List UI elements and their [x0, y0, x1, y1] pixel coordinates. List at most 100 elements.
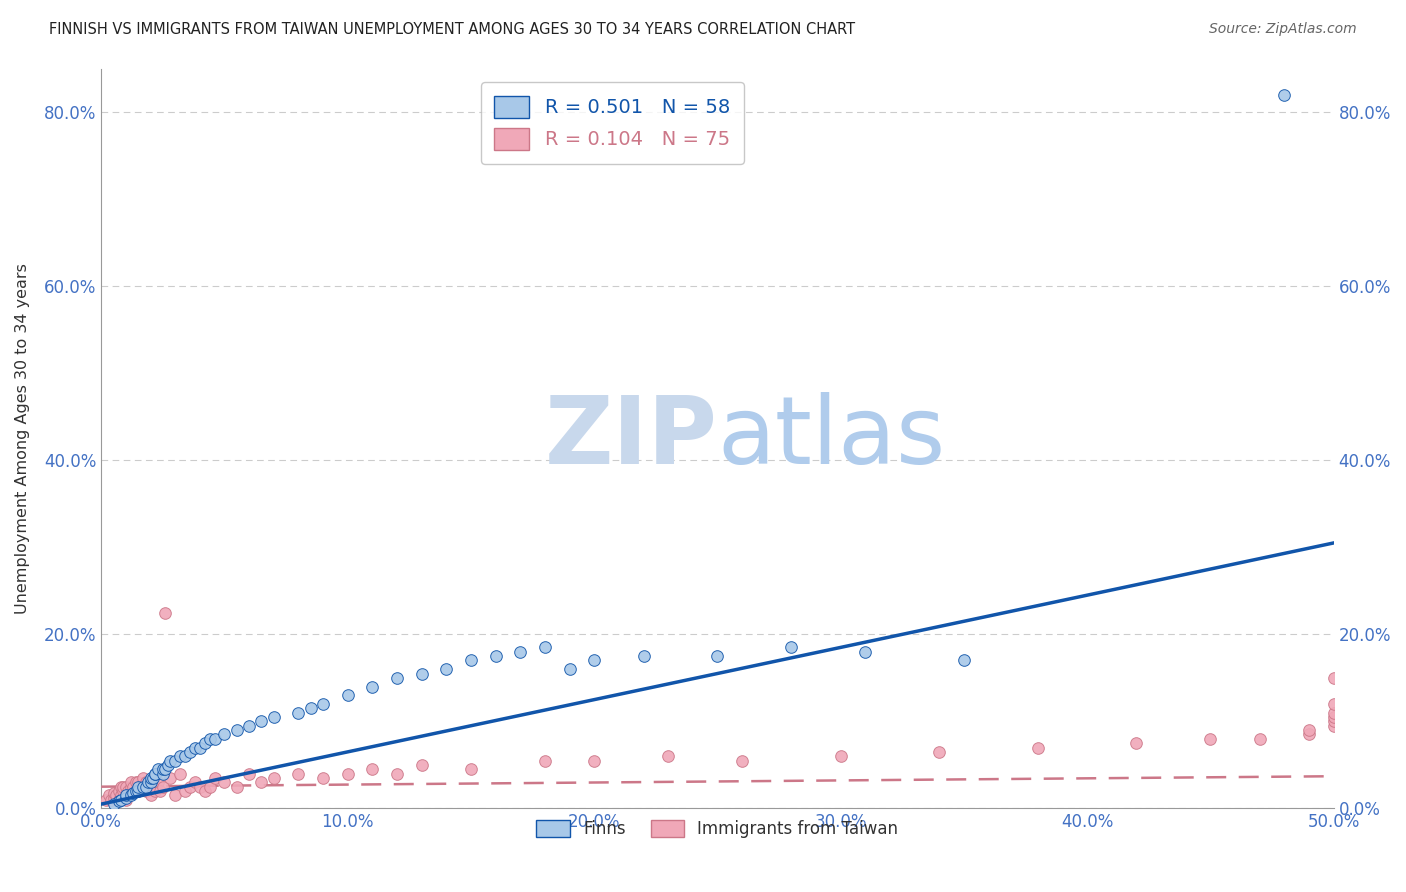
- Point: [174, 749, 197, 764]
- Point: [263, 710, 285, 724]
- Point: [1249, 731, 1271, 746]
- Point: [1298, 723, 1320, 737]
- Point: [125, 775, 148, 789]
- Point: [194, 736, 217, 750]
- Point: [142, 771, 165, 785]
- Point: [155, 762, 177, 776]
- Point: [152, 780, 174, 794]
- Point: [225, 780, 247, 794]
- Point: [225, 723, 247, 737]
- Point: [127, 784, 149, 798]
- Point: [165, 754, 187, 768]
- Point: [145, 766, 167, 780]
- Point: [117, 784, 139, 798]
- Point: [139, 775, 162, 789]
- Point: [361, 762, 384, 776]
- Point: [312, 771, 335, 785]
- Point: [120, 789, 142, 803]
- Point: [136, 780, 159, 794]
- Point: [139, 771, 162, 785]
- Point: [122, 786, 145, 800]
- Point: [132, 771, 155, 785]
- Point: [107, 795, 129, 809]
- Point: [1323, 671, 1346, 685]
- Point: [853, 645, 876, 659]
- Point: [928, 745, 950, 759]
- Text: ZIP: ZIP: [544, 392, 717, 484]
- Point: [385, 671, 408, 685]
- Point: [484, 649, 506, 664]
- Point: [110, 793, 132, 807]
- Point: [112, 784, 135, 798]
- Point: [103, 797, 125, 811]
- Point: [105, 789, 128, 803]
- Point: [110, 780, 132, 794]
- Point: [110, 789, 132, 803]
- Point: [127, 775, 149, 789]
- Y-axis label: Unemployment Among Ages 30 to 34 years: Unemployment Among Ages 30 to 34 years: [15, 263, 30, 614]
- Point: [115, 791, 138, 805]
- Point: [198, 780, 221, 794]
- Point: [184, 775, 207, 789]
- Point: [1199, 731, 1222, 746]
- Point: [145, 766, 167, 780]
- Text: atlas: atlas: [717, 392, 946, 484]
- Point: [194, 784, 217, 798]
- Text: Source: ZipAtlas.com: Source: ZipAtlas.com: [1209, 22, 1357, 37]
- Point: [583, 754, 606, 768]
- Point: [583, 653, 606, 667]
- Point: [152, 766, 174, 780]
- Point: [115, 780, 138, 794]
- Point: [112, 780, 135, 794]
- Point: [657, 749, 679, 764]
- Point: [136, 775, 159, 789]
- Point: [1323, 719, 1346, 733]
- Point: [100, 793, 122, 807]
- Point: [188, 780, 211, 794]
- Point: [1298, 727, 1320, 741]
- Point: [142, 780, 165, 794]
- Point: [174, 784, 197, 798]
- Point: [411, 666, 433, 681]
- Point: [312, 697, 335, 711]
- Point: [204, 731, 226, 746]
- Point: [179, 780, 201, 794]
- Point: [198, 731, 221, 746]
- Point: [434, 662, 457, 676]
- Point: [1125, 736, 1147, 750]
- Point: [188, 740, 211, 755]
- Point: [1323, 714, 1346, 729]
- Point: [179, 745, 201, 759]
- Point: [1323, 697, 1346, 711]
- Point: [135, 784, 157, 798]
- Point: [127, 780, 149, 794]
- Point: [97, 789, 120, 803]
- Point: [159, 754, 181, 768]
- Point: [169, 749, 191, 764]
- Point: [146, 775, 169, 789]
- Point: [238, 766, 260, 780]
- Point: [135, 780, 157, 794]
- Point: [103, 791, 125, 805]
- Point: [509, 645, 531, 659]
- Point: [731, 754, 754, 768]
- Point: [558, 662, 581, 676]
- Point: [115, 793, 138, 807]
- Text: FINNISH VS IMMIGRANTS FROM TAIWAN UNEMPLOYMENT AMONG AGES 30 TO 34 YEARS CORRELA: FINNISH VS IMMIGRANTS FROM TAIWAN UNEMPL…: [49, 22, 855, 37]
- Point: [146, 762, 169, 776]
- Point: [238, 719, 260, 733]
- Point: [107, 784, 129, 798]
- Point: [953, 653, 976, 667]
- Point: [287, 766, 309, 780]
- Point: [385, 766, 408, 780]
- Point: [1323, 706, 1346, 720]
- Point: [1026, 740, 1049, 755]
- Point: [115, 789, 138, 803]
- Point: [780, 640, 803, 655]
- Point: [361, 680, 384, 694]
- Point: [336, 766, 359, 780]
- Legend: Finns, Immigrants from Taiwan: Finns, Immigrants from Taiwan: [530, 813, 905, 845]
- Point: [127, 784, 149, 798]
- Point: [287, 706, 309, 720]
- Point: [214, 727, 236, 741]
